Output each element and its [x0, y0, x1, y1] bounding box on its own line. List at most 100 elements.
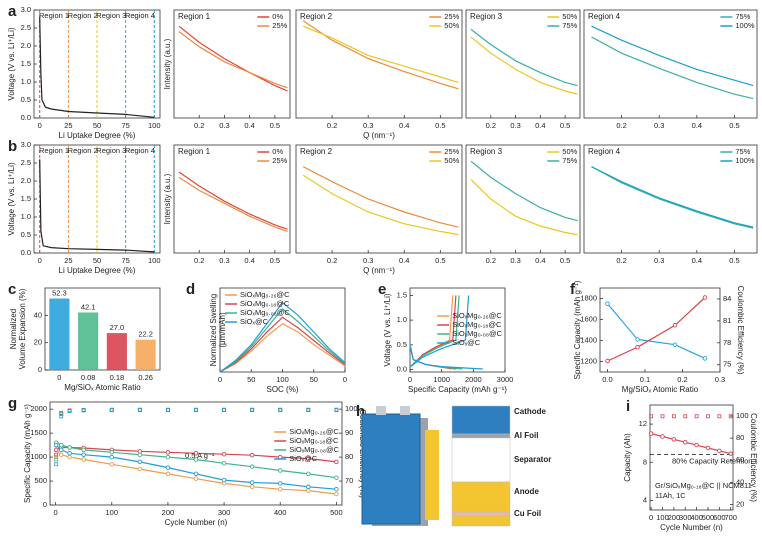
point	[694, 442, 699, 448]
point	[605, 301, 610, 307]
panel-title: Region 3	[470, 147, 503, 156]
y-tick-label: 0.5	[397, 340, 407, 349]
point	[165, 450, 171, 455]
x-tick-label: 2000	[465, 375, 482, 384]
y2-axis-label: Coulombic Efficiency (%)	[736, 286, 745, 375]
point	[277, 481, 283, 486]
x-tick-label: 400	[274, 508, 287, 517]
legend-label: 0%	[272, 12, 283, 21]
legend-label: 50%	[444, 21, 459, 30]
y-axis-label: Specific Capacity (mAh g⁻¹)	[23, 404, 32, 503]
panel-title: Region 3	[470, 12, 503, 21]
reference-label: 80% Capacity Retention	[672, 457, 752, 466]
value-label: 27.0	[110, 323, 125, 332]
panel-label: f	[570, 281, 576, 298]
ce-point	[250, 408, 255, 413]
point	[165, 465, 171, 470]
legend-label: SiOₓMg₀.₁₈@C	[452, 320, 502, 329]
x-tick-label: 0	[54, 508, 58, 517]
y2-tick-label: 78	[723, 338, 731, 347]
x-tick-label: 0.2	[327, 121, 337, 130]
y-axis-label: Capacity (Ah)	[623, 433, 632, 482]
layer	[451, 405, 511, 435]
ce-point	[694, 414, 699, 419]
point	[109, 462, 115, 467]
y-tick-label: 2.0	[21, 176, 31, 185]
ce-point	[194, 408, 198, 413]
plot-frame	[173, 9, 291, 119]
layer-label: Cathode	[514, 407, 547, 416]
ce-point	[54, 462, 59, 467]
point	[702, 295, 708, 300]
y-axis-label: (μm/mAh)	[218, 312, 227, 348]
x-tick-label: 0.0	[602, 375, 612, 384]
layer	[451, 433, 511, 439]
y-axis-label: Intensity (a.u.)	[163, 173, 172, 224]
x-tick-label: 200	[668, 513, 681, 522]
series-line	[409, 295, 457, 370]
point	[193, 457, 199, 462]
series-line	[178, 31, 288, 89]
x-tick-label: 0.5	[729, 256, 739, 265]
y2-tick-label: 40	[736, 477, 744, 486]
plot-frame	[44, 287, 161, 371]
plot-frame	[583, 144, 758, 254]
y2-tick-label: 84	[723, 294, 731, 303]
region-label: Region 3	[96, 146, 126, 155]
panel-label: i	[626, 398, 630, 415]
legend-label: 0%	[272, 147, 283, 156]
y-tick-label: 1800	[580, 293, 597, 302]
point	[605, 358, 610, 364]
point	[672, 342, 678, 347]
point	[249, 464, 255, 469]
y-tick-label: 3.0	[21, 5, 31, 14]
x-tick-label: 3000	[497, 375, 514, 384]
panel-title: Region 4	[588, 147, 621, 156]
point	[249, 484, 255, 490]
x-tick-label: 0.5	[560, 256, 570, 265]
x-tick-label: 0.3	[510, 121, 520, 130]
x-tick-label: 0.2	[194, 256, 204, 265]
ce-point	[109, 408, 114, 413]
legend-label: SiOₓMg₀.₁₈@C	[240, 299, 290, 308]
series-line	[219, 301, 346, 373]
region-label: Region 2	[68, 146, 98, 155]
tab	[400, 406, 410, 415]
x-tick-label: 0.26	[138, 373, 153, 382]
y-tick-label: 20	[34, 338, 42, 347]
point	[334, 491, 339, 497]
y-axis-label: Volume Expansion (%)	[18, 288, 27, 369]
point	[705, 445, 711, 451]
y2-tick-label: 75	[723, 360, 731, 369]
panel-title: Region 2	[300, 147, 333, 156]
y-tick-label: 1400	[580, 335, 597, 344]
point	[717, 448, 722, 454]
point	[81, 447, 86, 453]
y-axis-label: Normalized Swelling	[209, 294, 218, 366]
legend-label: SiOₓMg₀.₂₆@C	[240, 290, 290, 299]
x-tick-label: 50	[93, 256, 101, 265]
value-label: 22.2	[138, 330, 153, 339]
x-tick-label: 100	[148, 256, 161, 265]
legend-label: SiOₓMg₀.₁₈@C	[289, 436, 339, 445]
y-tick-label: 1600	[580, 314, 597, 323]
x-tick-label: 0	[408, 375, 412, 384]
point	[702, 356, 708, 361]
x-tick-label: 0.4	[692, 256, 702, 265]
legend-label: SiOₓ@C	[289, 454, 318, 463]
legend-label: 25%	[272, 21, 287, 30]
point	[221, 451, 227, 457]
x-axis-label: Cycle Number (n)	[660, 523, 723, 532]
x-tick-label: 500	[330, 508, 343, 517]
series-line	[302, 174, 459, 236]
panel-title: Region 2	[300, 12, 333, 21]
y-axis-label: Normalized	[9, 309, 18, 349]
plot-frame	[583, 9, 758, 119]
point	[672, 323, 678, 328]
y-tick-label: 3.0	[21, 140, 31, 149]
point	[109, 450, 115, 455]
x-tick-label: 0.2	[486, 256, 496, 265]
ce-point	[306, 408, 311, 413]
x-axis-label: Q (nm⁻¹)	[363, 131, 395, 140]
